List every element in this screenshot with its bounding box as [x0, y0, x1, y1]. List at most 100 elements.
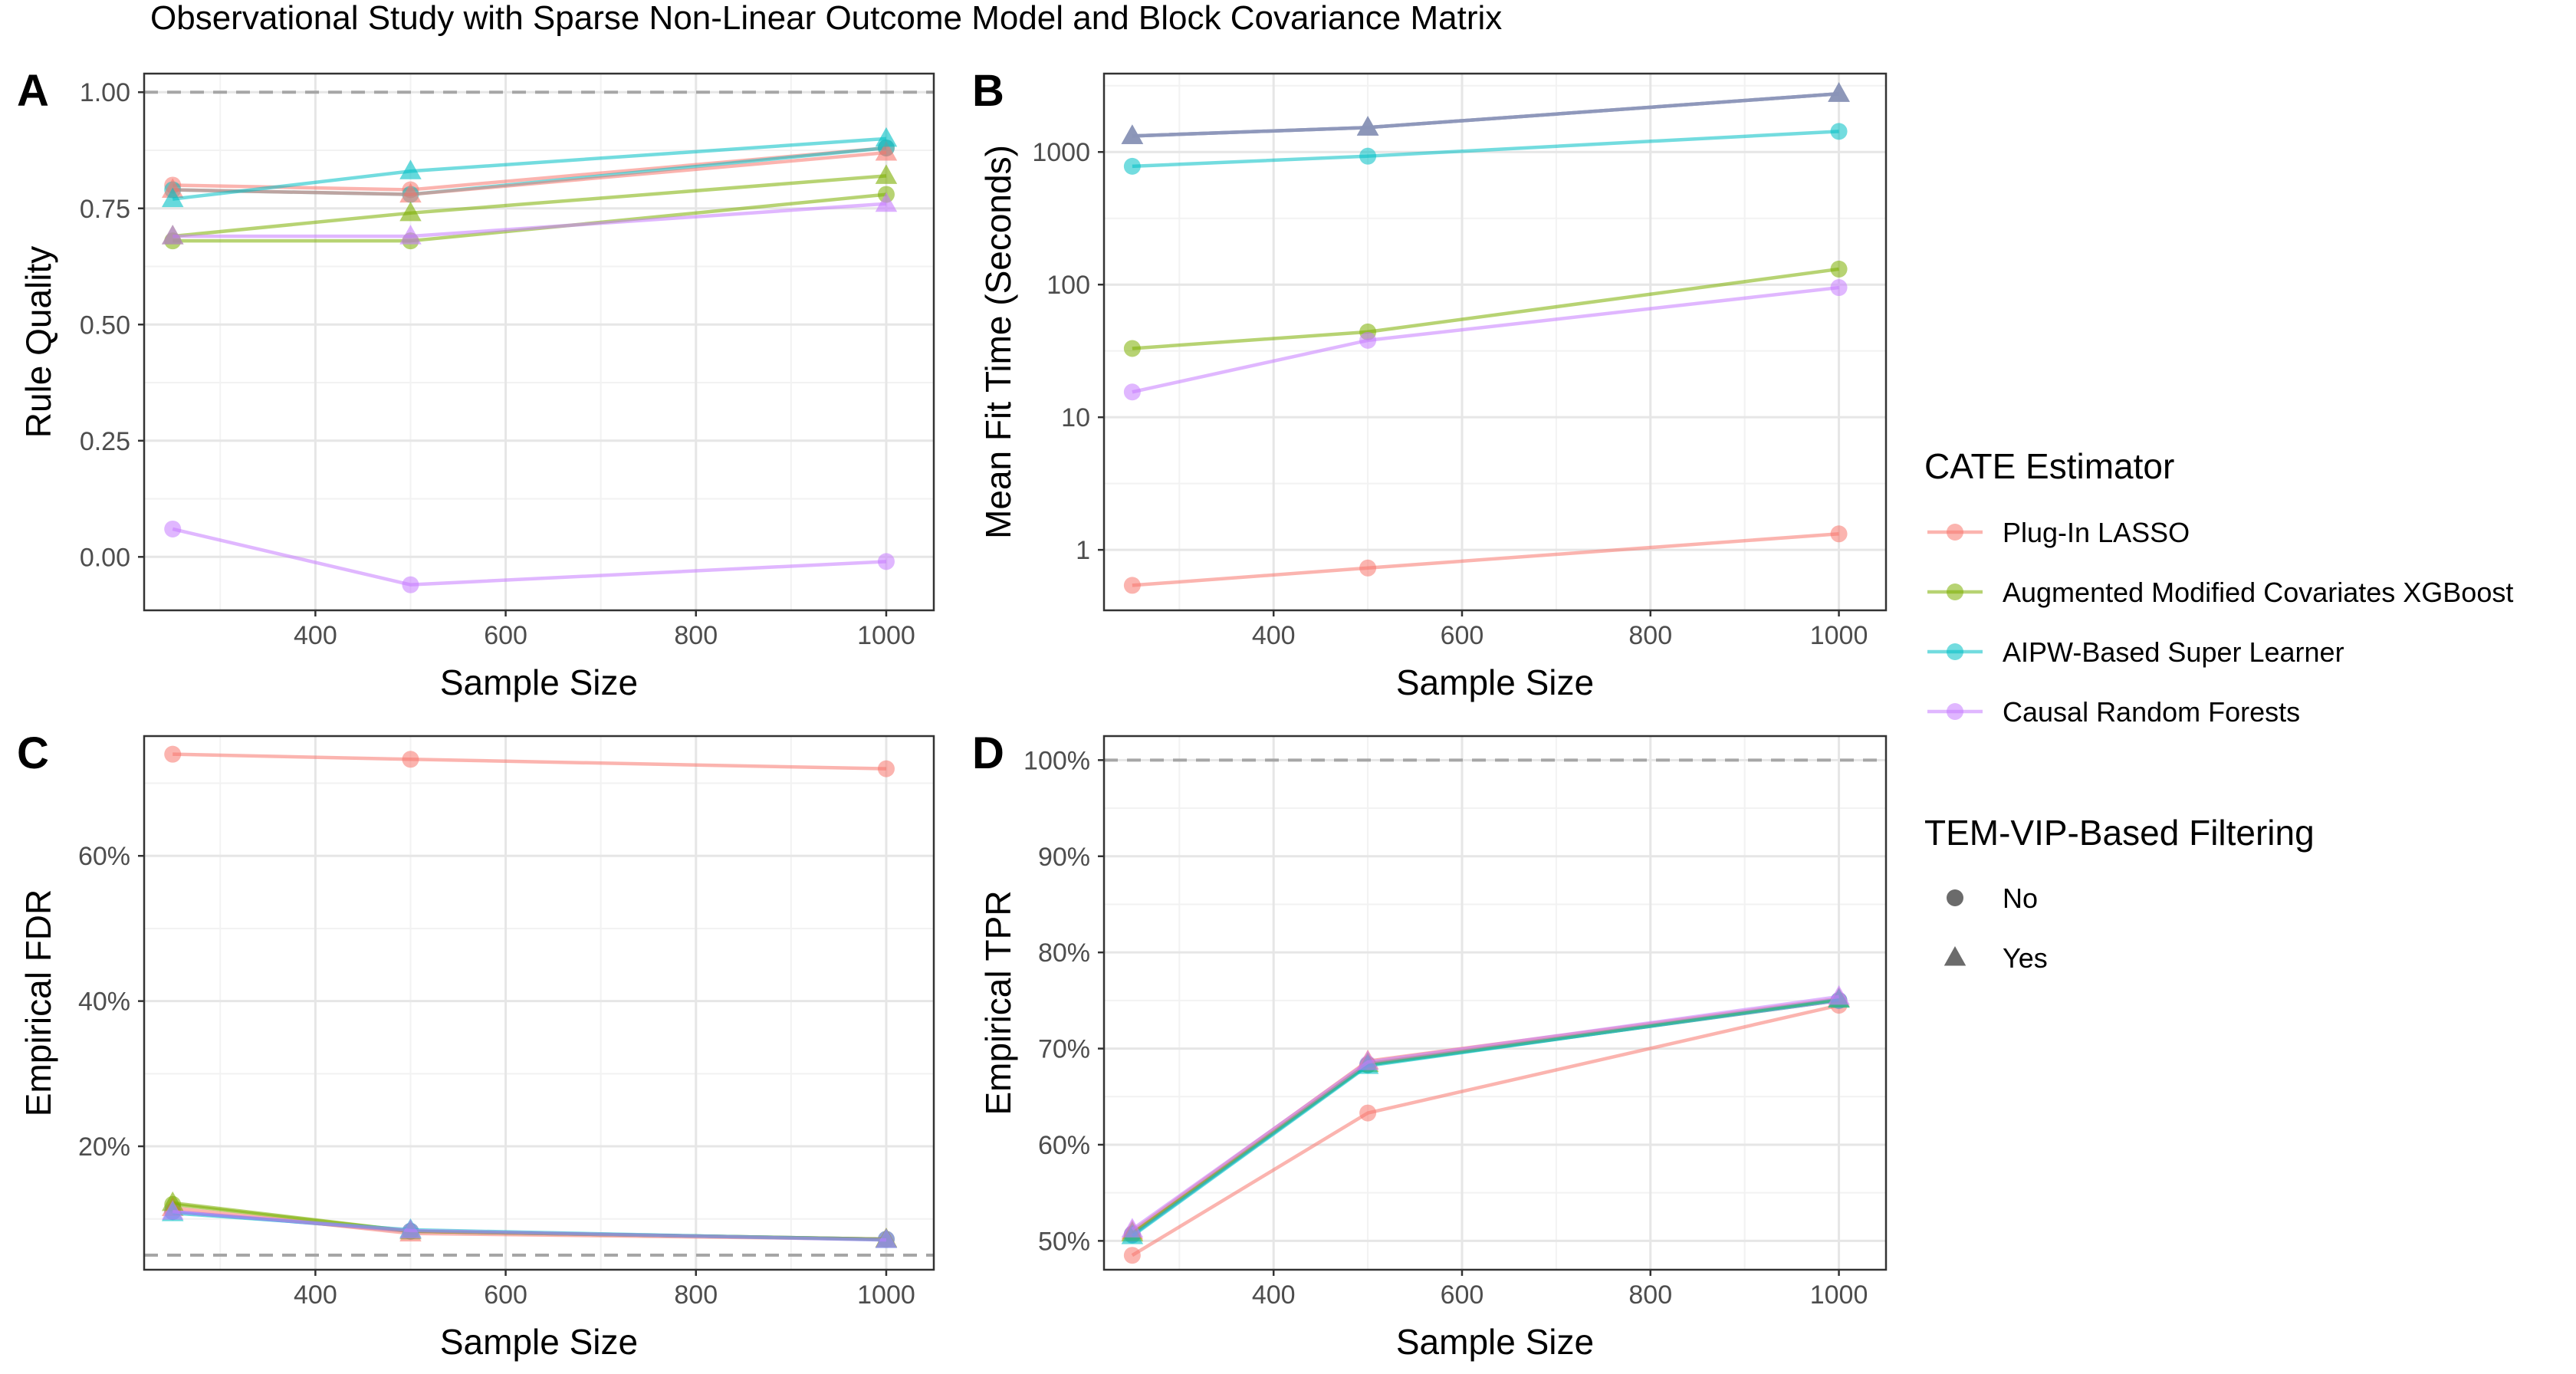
- series-plug-in-lasso-no-point: [1359, 1104, 1377, 1122]
- series-plug-in-lasso-yes-point: [399, 182, 422, 203]
- series-plug-in-lasso-no-point: [1123, 1247, 1141, 1264]
- legend-estimator-items: Plug-In LASSO Augmented Modified Covariat…: [1927, 517, 2513, 728]
- y-tick-label: 40%: [78, 988, 130, 1017]
- legend-item-augmented-modified-covariates-xgboost: Augmented Modified Covariates XGBoost: [2003, 577, 2513, 608]
- series-plug-in-lasso-no-line: [172, 752, 886, 771]
- series-causal-random-forests-yes-point: [1121, 1218, 1144, 1238]
- legend-key-point: [1947, 703, 1963, 720]
- series-causal-random-forests-no-point: [1830, 279, 1848, 297]
- series-group: [1121, 82, 1850, 594]
- series-augmented-modified-covariates-xgboost-no-line: [1132, 267, 1839, 350]
- y-axis-label: Empirical FDR: [18, 889, 58, 1116]
- series-augmented-modified-covariates-xgboost-no-point: [1123, 340, 1141, 357]
- gridlines: [1104, 736, 1886, 1270]
- panel-tag-c: C: [17, 728, 49, 778]
- series-causal-random-forests-no-point: [1359, 331, 1377, 349]
- series-causal-random-forests-yes-point: [1356, 1050, 1379, 1070]
- y-tick-label: 60%: [78, 842, 130, 871]
- series-causal-random-forests-yes-point: [1828, 82, 1850, 102]
- x-axis-label: Sample Size: [1396, 662, 1594, 702]
- panel-border: [143, 72, 935, 612]
- x-tick-label: 1000: [1810, 1280, 1868, 1310]
- series-causal-random-forests-no-point: [164, 520, 182, 537]
- series-causal-random-forests-no-point: [877, 553, 895, 570]
- series-causal-random-forests-yes-point: [399, 225, 422, 245]
- series-aipw-based-super-learner-yes-point: [875, 127, 898, 147]
- y-tick-label: 1: [1076, 536, 1090, 565]
- series-aipw-based-super-learner-yes-line: [172, 136, 887, 201]
- series-aipw-based-super-learner-yes-line: [1131, 998, 1839, 1238]
- series-aipw-based-super-learner-no-point: [1123, 157, 1141, 175]
- x-tick-label: 600: [484, 621, 527, 650]
- series-aipw-based-super-learner-no-point: [1359, 147, 1377, 165]
- legend-circle-shape: [1947, 889, 1963, 906]
- y-tick-label: 1.00: [80, 78, 130, 107]
- legend: CATE Estimator Plug-In LASSO Augmented Mo…: [1924, 446, 2513, 974]
- gridlines: [144, 736, 934, 1270]
- series-aipw-based-super-learner-yes-point: [161, 187, 184, 208]
- y-axis-label: Mean Fit Time (Seconds): [978, 145, 1018, 539]
- y-axis-label: Rule Quality: [18, 246, 58, 439]
- x-tick-label: 1000: [1810, 621, 1868, 650]
- y-tick-label: 50%: [1038, 1227, 1090, 1256]
- y-tick-label: 10: [1061, 403, 1090, 432]
- series-group: [1121, 984, 1850, 1264]
- x-tick-label: 400: [294, 1280, 337, 1310]
- series-plug-in-lasso-yes-line: [1131, 997, 1839, 1233]
- panel-border: [1102, 735, 1888, 1271]
- panel-a: A 400 600 800 1000 0.00 0.25 0.50 0.75 1.00 Sample…: [17, 66, 935, 702]
- y-tick-label: 100: [1046, 271, 1090, 300]
- legend-item-filtering-no: No: [2003, 883, 2038, 914]
- legend-estimator-title: CATE Estimator: [1924, 446, 2174, 486]
- y-tick-label: 60%: [1038, 1131, 1090, 1160]
- series-aipw-based-super-learner-no-point: [1830, 123, 1848, 140]
- series-augmented-modified-covariates-xgboost-no-line: [172, 192, 887, 243]
- x-tick-label: 800: [674, 621, 718, 650]
- series-plug-in-lasso-no-point: [402, 751, 419, 768]
- panel-border: [1102, 72, 1888, 612]
- series-causal-random-forests-no-point: [1123, 383, 1141, 401]
- series-plug-in-lasso-no-line: [1132, 532, 1839, 587]
- legend-item-plug-in-lasso: Plug-In LASSO: [2003, 517, 2190, 548]
- y-tick-label: 100%: [1024, 746, 1090, 775]
- series-plug-in-lasso-yes-point: [875, 141, 898, 161]
- series-plug-in-lasso-no-point: [164, 745, 182, 763]
- legend-key-point: [1947, 583, 1963, 600]
- panel-border: [143, 735, 935, 1271]
- x-tick-label: 800: [1628, 621, 1672, 650]
- panel-tag-a: A: [17, 66, 49, 116]
- x-axis-label: Sample Size: [440, 662, 638, 702]
- y-tick-label: 20%: [78, 1132, 130, 1162]
- panel-tag-d: D: [972, 728, 1004, 778]
- series-aipw-based-super-learner-yes-point: [399, 159, 422, 179]
- x-tick-label: 400: [1252, 1280, 1296, 1310]
- x-tick-label: 1000: [857, 1280, 915, 1310]
- series-group: [161, 127, 898, 593]
- series-aipw-based-super-learner-no-line: [1132, 130, 1839, 169]
- series-plug-in-lasso-no-point: [1123, 577, 1141, 594]
- y-tick-label: 0.25: [80, 427, 130, 456]
- legend-filtering-title: TEM-VIP-Based Filtering: [1924, 813, 2315, 853]
- panel-tag-b: B: [972, 66, 1004, 116]
- x-tick-label: 800: [674, 1280, 718, 1310]
- series-plug-in-lasso-no-point: [877, 760, 895, 777]
- series-causal-random-forests-yes-point: [875, 192, 898, 212]
- series-causal-random-forests-yes-line: [1131, 994, 1839, 1231]
- series-plug-in-lasso-no-point: [1359, 559, 1377, 577]
- series-causal-random-forests-yes-point: [161, 225, 184, 245]
- x-tick-label: 800: [1628, 1280, 1672, 1310]
- series-aipw-based-super-learner-no-line: [1131, 998, 1839, 1237]
- x-tick-label: 400: [294, 621, 337, 650]
- series-causal-random-forests-yes-point: [1356, 116, 1379, 136]
- y-axis-label: Empirical TPR: [978, 890, 1018, 1115]
- legend-item-filtering-yes: Yes: [2003, 942, 2048, 974]
- y-tick-label: 0.75: [80, 195, 130, 224]
- panel-b: B 400 600 800 1000 1 10 100 1000 Sample Size Mean …: [972, 66, 1888, 702]
- panel-d: D 400 600 800 1000 50% 60% 70% 80% 90% 100% Sample …: [972, 728, 1888, 1362]
- panel-c: C 400 600 800 1000 20% 40% 60% Sample Size Empiri…: [17, 728, 935, 1362]
- legend-key-point: [1947, 524, 1963, 541]
- x-tick-label: 600: [1441, 621, 1484, 650]
- y-tick-label: 90%: [1038, 843, 1090, 872]
- series-augmented-modified-covariates-xgboost-yes-line: [1131, 998, 1839, 1235]
